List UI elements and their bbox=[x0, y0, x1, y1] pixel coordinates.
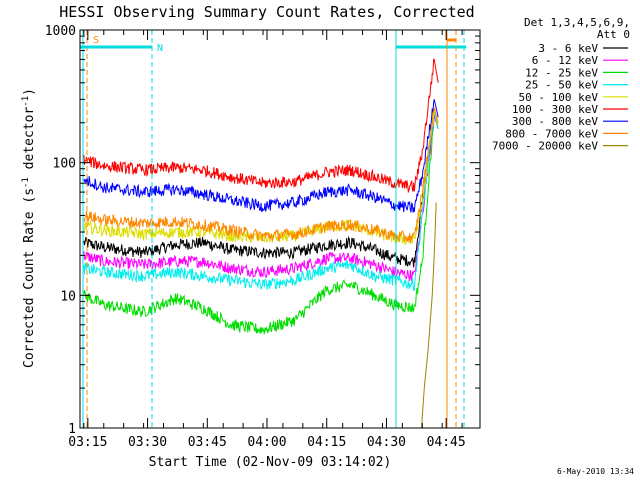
plot-series bbox=[83, 58, 439, 429]
x-axis-label: Start Time (02-Nov-09 03:14:02) bbox=[149, 455, 392, 470]
y-tick-label-0: 1 bbox=[68, 422, 76, 437]
y-axis-label: Corrected Count Rate (s-1 detector-1) bbox=[21, 88, 37, 368]
y-axis-label-part3: ) bbox=[22, 88, 37, 96]
x-tick-label-2: 03:45 bbox=[188, 435, 227, 450]
y-axis-label-sup2: -1 bbox=[21, 96, 31, 107]
series-line-3 bbox=[83, 112, 439, 292]
legend-label-8: 7000 - 20000 keV bbox=[492, 140, 598, 153]
y-tick-label-3: 1000 bbox=[45, 24, 76, 39]
legend-header-line-1: Det 1,3,4,5,6,9, bbox=[524, 16, 630, 29]
y-axis-label-part1: Corrected Count Rate (s bbox=[22, 188, 37, 368]
n-marker-label: N bbox=[157, 43, 163, 54]
legend-label-5: 100 - 300 keV bbox=[512, 103, 598, 116]
x-tick-label-5: 04:30 bbox=[367, 435, 406, 450]
y-axis-label-sup1: -1 bbox=[21, 177, 31, 188]
series-line-6 bbox=[83, 99, 439, 213]
series-line-5 bbox=[83, 58, 439, 194]
x-tick-label-3: 04:00 bbox=[247, 435, 286, 450]
series-line-2 bbox=[83, 112, 439, 335]
legend-header-line-2: Att 0 bbox=[597, 28, 630, 41]
axes: 03:15 03:30 03:45 04:00 04:15 04:30 04:45 1 10 10… bbox=[45, 24, 481, 450]
legend-header: Det 1,3,4,5,6,9, Att 0 bbox=[524, 16, 630, 41]
chart-title: HESSI Observing Summary Count Rates, Cor… bbox=[59, 3, 474, 21]
legend-label-3: 25 - 50 keV bbox=[525, 79, 598, 92]
x-tick-label-0: 03:15 bbox=[68, 435, 107, 450]
instrument-markers: SN bbox=[80, 30, 466, 428]
x-tick-label-4: 04:15 bbox=[307, 435, 346, 450]
series-line-7 bbox=[83, 107, 439, 244]
legend-label-1: 6 - 12 keV bbox=[532, 54, 599, 67]
plot-frame bbox=[79, 29, 481, 429]
legend-label-4: 50 - 100 keV bbox=[519, 91, 599, 104]
y-axis-label-part2: detector bbox=[22, 107, 37, 178]
x-tick-label-1: 03:30 bbox=[128, 435, 167, 450]
series-line-8 bbox=[421, 202, 437, 429]
s-marker-label: S bbox=[93, 35, 99, 46]
series-line-1 bbox=[83, 114, 439, 282]
legend-label-2: 12 - 25 keV bbox=[525, 66, 598, 79]
legend-label-0: 3 - 6 keV bbox=[538, 42, 598, 55]
y-tick-label-1: 10 bbox=[60, 289, 76, 304]
footer-date: 6-May-2010 13:34 bbox=[557, 467, 634, 476]
legend-label-7: 800 - 7000 keV bbox=[505, 127, 598, 140]
y-tick-label-2: 100 bbox=[53, 157, 76, 172]
legend-label-6: 300 - 800 keV bbox=[512, 115, 598, 128]
x-tick-label-6: 04:45 bbox=[427, 435, 466, 450]
series-line-0 bbox=[83, 114, 439, 268]
